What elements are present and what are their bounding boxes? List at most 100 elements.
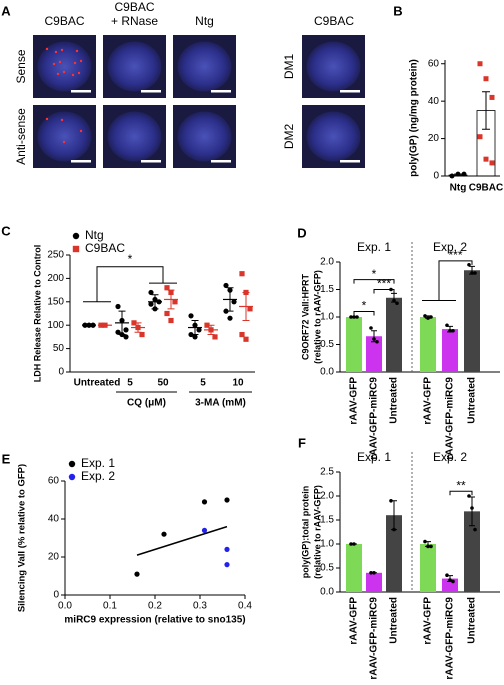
bar [420, 544, 436, 592]
data-point [131, 320, 137, 326]
scale-bar [71, 160, 91, 163]
scale-bar [211, 90, 231, 93]
y-tick-label: 0 [53, 590, 59, 601]
x-tick-label: rAAV-GFP-miRC9 [445, 377, 456, 460]
data-point [467, 262, 471, 267]
foci [45, 117, 49, 121]
data-point [483, 156, 489, 162]
data-point [223, 282, 229, 289]
y-tick-label: 200 [47, 273, 64, 284]
data-point [423, 314, 427, 318]
x-tick-label: 0.1 [103, 601, 117, 612]
panel-letter: E [2, 451, 11, 466]
data-point [115, 303, 121, 310]
foci [54, 50, 58, 54]
foci [60, 48, 64, 52]
legend-label: Exp. 1 [81, 456, 115, 470]
x-tick-label: rAAV-GFP [349, 377, 360, 425]
data-point [352, 542, 356, 546]
x-tick-label: rAAV-GFP [349, 597, 360, 645]
error-bar [242, 291, 250, 322]
data-point [239, 331, 245, 338]
bar [386, 515, 402, 592]
data-point [392, 527, 396, 532]
data-point [470, 506, 474, 510]
scale-bar [211, 160, 231, 163]
x-tick-label: Untreated [467, 597, 478, 644]
y-axis-label: C9ORF72 VaII:HPRT [300, 273, 310, 360]
panel-letter: A [1, 3, 11, 18]
data-point [115, 329, 121, 335]
row-label: DM1 [282, 54, 296, 80]
data-point [164, 310, 170, 317]
data-point [477, 61, 483, 67]
data-point [188, 313, 194, 319]
data-point [395, 301, 399, 306]
error-bar [118, 310, 126, 336]
y-tick-label: 0 [58, 367, 64, 378]
x-tick-label: 0.3 [193, 601, 207, 612]
nucleus [177, 111, 232, 162]
significance-bracket [449, 490, 473, 496]
data-point [231, 299, 237, 305]
data-point [477, 134, 483, 140]
y-tick-label: 1.0 [320, 312, 334, 323]
group-label: Exp. 2 [433, 240, 467, 254]
y-axis-label: poly(GP):total protein [300, 486, 310, 579]
data-point [355, 315, 359, 319]
data-point [134, 571, 140, 577]
data-point [349, 315, 353, 319]
data-point [224, 497, 230, 503]
data-point [148, 301, 154, 307]
data-point [192, 334, 198, 340]
x-tick-label: rAAV-GFP [423, 597, 434, 645]
x-tick-label: rAAV-GFP [423, 377, 434, 425]
scale-bar [71, 90, 91, 93]
data-point [224, 562, 230, 568]
data-point [349, 542, 353, 546]
scale-bar [141, 90, 161, 93]
panel-letter: C [1, 223, 11, 238]
x-axis-label: miRC9 expression (relative to sno135) [64, 615, 245, 626]
bar [366, 572, 382, 592]
panel-letter: D [297, 225, 306, 240]
x-tick-label: Untreated [74, 378, 121, 389]
legend-label: Ntg [85, 228, 104, 242]
scale-bar [141, 160, 161, 163]
x-tick-label: rAAV-GFP-miRC9 [369, 377, 380, 460]
data-point [467, 494, 471, 498]
group-label: Exp. 1 [357, 450, 391, 464]
y-tick-label: 50 [53, 343, 65, 354]
data-point [470, 271, 474, 275]
data-point [243, 336, 249, 342]
data-point [445, 573, 449, 577]
data-point [224, 546, 230, 553]
data-point [168, 317, 174, 324]
data-point [164, 285, 170, 291]
data-point [473, 271, 477, 275]
data-point [489, 94, 495, 100]
error-bar [134, 322, 142, 333]
bar [346, 544, 362, 592]
y-tick-label: 0 [433, 171, 439, 182]
bar [366, 336, 382, 372]
row-label: DM2 [282, 124, 296, 150]
x-tick-label: Untreated [389, 597, 400, 644]
y-axis-label: poly(GP) (ng/mg protein) [409, 59, 420, 177]
data-point [372, 571, 376, 575]
y-tick-label: 20 [48, 552, 60, 563]
nucleus [306, 111, 361, 162]
error-bar [226, 287, 234, 312]
column-header: C9BAC [44, 14, 84, 28]
y-tick-label: 2.5 [320, 467, 334, 478]
y-axis-label: (relative to rAAV-GFP) [312, 485, 322, 579]
nucleus [107, 111, 162, 162]
row-label: Anti-sense [14, 108, 28, 165]
nucleus [37, 111, 92, 162]
column-header: C9BAC [114, 0, 154, 14]
data-point [227, 315, 233, 321]
data-point [451, 579, 455, 584]
foci [58, 60, 62, 64]
x-tick-label: 5 [127, 378, 133, 389]
foci [62, 70, 66, 74]
